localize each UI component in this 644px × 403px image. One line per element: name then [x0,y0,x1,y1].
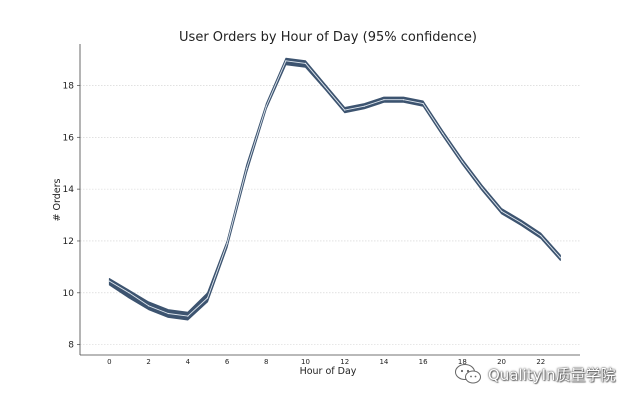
grid-lines [80,85,580,345]
data-point-12 [344,109,346,111]
data-point-7 [246,167,248,169]
axes [79,44,580,356]
data-point-2 [148,305,150,307]
chart-title: User Orders by Hour of Day (95% confiden… [179,30,477,45]
x-tick-label-4: 4 [186,358,191,366]
x-tick-label-0: 0 [107,358,111,366]
data-point-20 [501,210,503,212]
data-point-10 [304,62,307,64]
data-point-21 [520,222,522,224]
x-axis-label: Hour of Day [300,366,357,377]
y-axis-label: # Orders [52,178,63,221]
x-ticks: 0 2 4 6 8 10 12 14 16 18 20 22 [107,358,545,366]
data-point-19 [481,187,483,189]
x-tick-label-22: 22 [536,358,545,366]
data-point-18 [461,161,463,163]
watermark-text: QualityIn质量学院 [488,365,616,384]
x-tick-label-16: 16 [419,358,428,366]
x-tick-label-6: 6 [225,358,230,366]
data-point-8 [265,105,267,107]
y-tick-label-12: 12 [63,237,74,247]
y-tick-label-18: 18 [63,81,75,91]
data-point-14 [383,99,385,101]
x-tick-label-18: 18 [458,358,467,366]
y-tick-label-8: 8 [68,341,74,351]
wechat-icon [455,364,481,384]
data-layer [108,57,562,321]
x-tick-label-12: 12 [340,358,349,366]
x-tick-label-2: 2 [146,358,150,366]
y-tick-label-10: 10 [63,289,75,299]
data-point-11 [324,86,326,88]
data-point-1 [128,292,130,294]
y-tick-label-16: 16 [63,133,75,143]
x-tick-label-20: 20 [497,358,506,366]
data-point-6 [226,243,228,245]
x-tick-label-14: 14 [379,358,388,366]
data-point-4 [187,315,189,317]
data-point-22 [540,235,542,237]
data-point-13 [363,105,365,107]
y-ticks: 8 10 12 14 16 18 [63,81,80,351]
data-point-17 [442,132,444,134]
data-point-15 [402,99,405,101]
confidence-band-0 [108,57,561,321]
x-tick-label-8: 8 [264,358,268,366]
data-point-16 [422,103,424,105]
watermark: QualityIn质量学院 [454,362,616,386]
y-tick-label-14: 14 [63,185,75,195]
x-tick-label-10: 10 [301,358,310,366]
series-line-0 [109,60,561,317]
data-point-0 [108,280,110,282]
data-point-23 [559,257,562,259]
data-point-5 [206,297,209,299]
data-point-9 [285,60,287,62]
data-point-3 [167,312,169,315]
